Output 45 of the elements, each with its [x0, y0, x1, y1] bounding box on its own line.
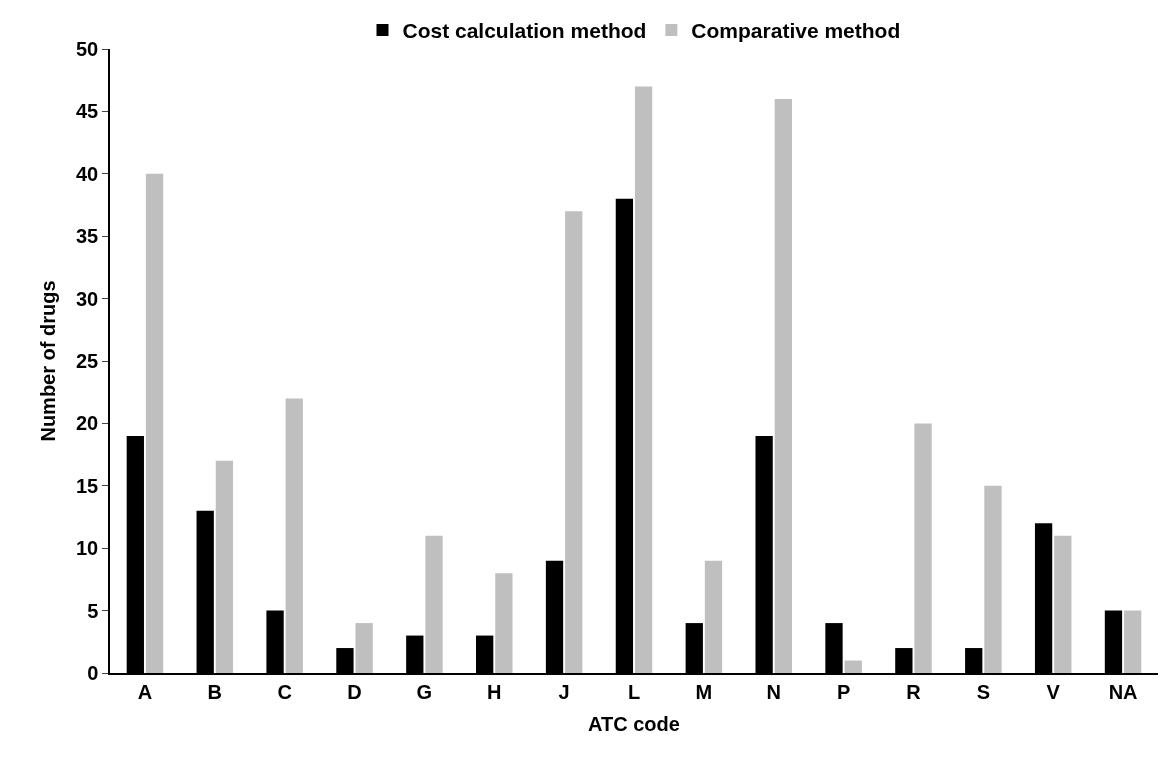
bar: [704, 560, 723, 673]
y-tick-label: 15: [76, 474, 99, 497]
x-tick-label: D: [347, 680, 362, 703]
x-tick-label: V: [1046, 680, 1061, 703]
bar: [565, 211, 583, 673]
bar: [355, 623, 373, 673]
bar: [634, 86, 653, 673]
bar: [1054, 535, 1072, 673]
bar: [215, 460, 234, 673]
bar: [984, 485, 1002, 673]
x-tick-label: NA: [1108, 680, 1138, 703]
legend-label: Cost calculation method: [402, 19, 647, 43]
y-tick-label: 5: [87, 599, 99, 622]
x-tick-label: L: [627, 680, 641, 703]
y-tick-label: 0: [87, 662, 99, 684]
x-tick-label: P: [836, 680, 851, 703]
y-tick-label: 40: [76, 162, 99, 185]
bar: [844, 660, 862, 673]
bar: [495, 573, 513, 673]
bar: [774, 98, 792, 673]
y-axis-title: Number of drugs: [37, 280, 59, 442]
bar: [285, 398, 303, 673]
x-tick-label: N: [766, 680, 781, 703]
bar: [145, 173, 164, 673]
x-tick-label: J: [558, 680, 570, 703]
x-tick-label: A: [137, 680, 153, 703]
y-tick-label: 25: [76, 350, 99, 372]
x-tick-label: S: [976, 680, 990, 703]
x-tick-label: M: [695, 680, 713, 703]
y-tick-label: 35: [76, 225, 99, 248]
x-tick-label: C: [277, 680, 292, 703]
x-tick-label: R: [906, 680, 922, 703]
x-tick-label: H: [487, 680, 502, 703]
y-tick-label: 10: [76, 537, 99, 560]
x-tick-label: B: [207, 680, 223, 703]
bar: [914, 423, 932, 673]
bar: [425, 535, 443, 673]
bar: [1124, 610, 1142, 673]
x-axis-title: ATC code: [588, 712, 680, 735]
y-tick-label: 45: [76, 100, 99, 123]
legend-label: Comparative method: [691, 19, 901, 43]
y-tick-label: 30: [76, 287, 99, 310]
y-tick-label: 50: [76, 38, 99, 60]
y-tick-label: 20: [76, 412, 99, 435]
x-tick-label: G: [416, 680, 433, 703]
